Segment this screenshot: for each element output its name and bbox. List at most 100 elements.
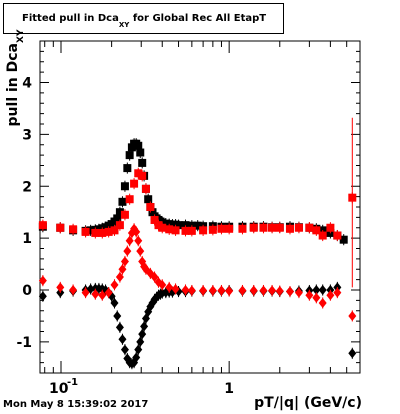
data-point	[150, 215, 159, 224]
data-point	[285, 224, 294, 233]
data-point	[294, 287, 303, 298]
data-point	[134, 141, 143, 150]
data-point	[305, 223, 314, 232]
data-point	[140, 321, 149, 332]
data-point	[275, 286, 284, 297]
data-point	[208, 285, 217, 296]
data-point	[141, 184, 150, 193]
y-tick-label: -1	[16, 335, 32, 351]
data-points	[38, 117, 357, 370]
data-point	[134, 235, 143, 246]
data-point	[318, 231, 327, 240]
data-point	[339, 235, 348, 244]
data-point	[118, 334, 127, 345]
data-point	[110, 297, 119, 308]
chart-title: Fitted pull in DcaXY for Global Rec All …	[22, 13, 267, 29]
data-point	[125, 195, 134, 204]
data-point	[268, 285, 277, 296]
data-point	[98, 228, 107, 237]
data-point	[113, 310, 122, 321]
data-point	[165, 282, 174, 293]
y-axis-label-sub: XY	[16, 29, 26, 43]
y-tick-label: 0	[22, 283, 32, 299]
data-point	[158, 223, 167, 232]
data-point	[285, 286, 294, 297]
series-1	[38, 117, 357, 288]
data-point	[120, 210, 129, 219]
data-point	[259, 223, 268, 232]
title-rest: for Global Rec All EtapT	[129, 13, 267, 24]
data-point	[115, 272, 124, 283]
data-point	[125, 151, 134, 160]
title-box: Fitted pull in DcaXY for Global Rec All …	[3, 3, 284, 34]
data-point	[132, 226, 141, 237]
data-point	[86, 226, 95, 235]
data-point	[171, 283, 180, 294]
data-point	[38, 221, 47, 230]
data-point	[134, 344, 143, 355]
y-axis-label-main: pull in Dca	[5, 43, 21, 127]
data-point	[312, 226, 321, 235]
data-point	[249, 223, 258, 232]
data-point	[238, 224, 247, 233]
data-point	[181, 226, 190, 235]
data-point	[348, 193, 357, 202]
data-point	[181, 221, 190, 230]
plot-area-border	[39, 40, 361, 374]
data-point	[326, 290, 335, 301]
data-point	[104, 227, 113, 236]
data-point	[110, 226, 119, 235]
data-point	[120, 256, 129, 267]
data-point	[115, 208, 124, 217]
data-point	[113, 214, 122, 223]
data-point	[110, 279, 119, 290]
data-point	[318, 297, 327, 308]
data-point	[144, 195, 153, 204]
data-point	[146, 203, 155, 211]
data-point	[120, 344, 129, 355]
title-main: Fitted pull in Dca	[22, 13, 119, 24]
data-point	[150, 272, 159, 283]
x-tick-exponent: -1	[67, 377, 78, 388]
data-point	[171, 226, 180, 235]
y-tick-label: 2	[22, 179, 32, 195]
data-point	[294, 223, 303, 232]
data-point	[91, 228, 100, 237]
data-point	[118, 197, 127, 206]
data-point	[115, 221, 124, 230]
data-point	[326, 223, 335, 232]
data-point	[91, 289, 100, 300]
data-point	[249, 285, 258, 296]
data-point	[56, 282, 65, 293]
x-axis-label: pT/|q| (GeV/c)	[254, 395, 362, 411]
data-point	[199, 285, 208, 296]
y-tick-label: 3	[22, 127, 32, 143]
series-3	[38, 223, 357, 322]
data-point	[348, 348, 357, 359]
data-point	[158, 279, 167, 290]
data-point	[225, 286, 234, 297]
data-point	[138, 171, 147, 180]
data-point	[199, 226, 208, 235]
data-point	[69, 225, 78, 234]
data-point	[333, 287, 342, 298]
data-point	[98, 290, 107, 301]
data-point	[312, 285, 321, 295]
data-point	[305, 290, 314, 301]
data-point	[56, 223, 65, 232]
datestamp: Mon May 8 15:39:02 2017	[3, 399, 149, 410]
data-point	[69, 285, 78, 295]
data-point	[138, 329, 147, 340]
data-point	[138, 158, 147, 167]
data-point	[208, 225, 217, 234]
y-tick-label: 1	[22, 231, 32, 247]
data-point	[312, 292, 321, 303]
data-point	[193, 221, 202, 230]
y-tick-label: 4	[22, 76, 32, 92]
data-point	[259, 285, 268, 296]
data-point	[120, 182, 129, 191]
data-point	[38, 275, 47, 286]
data-point	[187, 285, 196, 296]
